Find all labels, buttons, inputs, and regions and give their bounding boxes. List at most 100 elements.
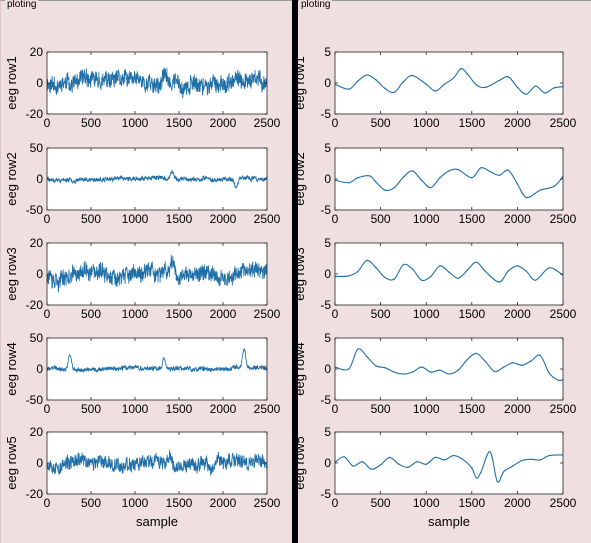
left-row3-xtick-label: 1000 [122, 307, 149, 321]
right-row3-data-point [357, 270, 359, 273]
right-row4-data-point [420, 366, 423, 368]
left-row4-xtick-label: 0 [44, 402, 51, 416]
right-row2-xtick-label: 500 [371, 212, 391, 226]
right-row4-data-point [512, 362, 514, 364]
right-row4-data-point [411, 371, 414, 373]
right-row1-data-point [357, 80, 359, 82]
right-row4-data-point [439, 369, 441, 371]
right-row3-data-point [475, 261, 478, 263]
right-row5-data-point [489, 451, 491, 453]
right-row4-data-point [430, 371, 432, 373]
right-row1-data-point [484, 86, 487, 89]
right-row4-ytick-label: 5 [324, 331, 331, 345]
right-row1-data-point [402, 81, 405, 83]
left-row5-ylabel: eeg row5 [4, 436, 19, 489]
right-row5-data-point [425, 463, 427, 465]
right-row1-data-point [466, 73, 468, 75]
right-row5-xtick-label: 500 [371, 496, 391, 510]
right-row2-data-point [368, 175, 371, 177]
right-row3-data-point [507, 270, 509, 272]
right-row1-xtick-label: 1500 [458, 116, 485, 130]
left-row3-xtick-label: 0 [44, 307, 51, 321]
right-row3-data-point [430, 275, 432, 278]
left-row4-ytick-label: -50 [26, 393, 44, 407]
right-row1-data-point [452, 77, 455, 79]
right-row4-data-point [375, 365, 377, 367]
right-row4-data-point [521, 364, 523, 366]
right-row2-data-point [553, 185, 555, 188]
left-row5-xtick-label: 1000 [122, 496, 149, 510]
right-row2-ylabel: eeg row2 [292, 152, 307, 205]
left-row5-ytick-label: 20 [30, 425, 44, 439]
right-row4-xtick-label: 1500 [458, 402, 485, 416]
right-row3-ylabel: eeg row3 [292, 247, 307, 300]
left-row2-series-line [47, 169, 267, 189]
right-row2-series-line [335, 167, 563, 199]
right-row2-xtick-label: 0 [332, 212, 339, 226]
right-row2-ytick-label: 5 [324, 141, 331, 155]
panel-divider[interactable] [292, 0, 298, 543]
left-row1-series-line [47, 67, 267, 99]
right-row5-data-point [512, 465, 514, 467]
left-row1-ylabel: eeg row1 [4, 56, 19, 109]
left-row3-xtick-label: 1500 [166, 307, 193, 321]
right-row2-data-point [439, 177, 441, 179]
right-row3-data-point [393, 278, 395, 280]
right-row5-data-point [416, 461, 418, 463]
right-row5-ytick-label: 0 [324, 456, 331, 470]
right-row1-data-point [434, 90, 437, 92]
right-row2-xtick-label: 2000 [504, 212, 531, 226]
right-row4-data-point [548, 372, 551, 375]
right-row3-xtick-label: 500 [371, 307, 391, 321]
right-row5-data-point [352, 465, 354, 467]
right-row4-ylabel: eeg row4 [292, 342, 307, 395]
right-row3-data-point [498, 281, 500, 283]
left-plot-panel: ploting [0, 0, 292, 543]
left-row3-ytick-label: 20 [30, 236, 44, 250]
right-row4-plot-area [335, 338, 563, 400]
right-row1-xtick-label: 2000 [504, 116, 531, 130]
right-row3-xtick-label: 2000 [504, 307, 531, 321]
right-row4-xtick-label: 1000 [413, 402, 440, 416]
right-row5-data-point [434, 456, 437, 459]
right-row4-data-point [457, 369, 459, 371]
left-row3-xtick-label: 2500 [254, 307, 281, 321]
right-row2-data-point [420, 179, 423, 181]
right-row3-data-point [375, 267, 377, 269]
right-row1-ytick-label: 0 [324, 76, 331, 90]
right-row5-data-point [521, 459, 523, 462]
right-row5-ytick-label: -5 [320, 487, 331, 501]
right-row2-plot-area [335, 148, 563, 210]
right-row5-data-point [343, 456, 345, 458]
right-row2-data-point [384, 189, 386, 191]
right-row2-data-point [471, 177, 473, 179]
left-row2-ylabel: eeg row2 [4, 152, 19, 205]
right-row1-xtick-label: 500 [371, 116, 391, 130]
right-row3-data-point [466, 269, 468, 271]
right-row1-data-point [475, 84, 478, 86]
right-row1-plot-area [335, 52, 563, 114]
right-row4-data-point [402, 373, 405, 375]
right-row2-data-point [393, 186, 395, 189]
left-row4-xtick-label: 1000 [122, 402, 149, 416]
right-row5-xtick-label: 1500 [458, 496, 485, 510]
right-row2-data-point [411, 170, 414, 172]
right-row3-ytick-label: 5 [324, 236, 331, 250]
right-row5-ylabel: eeg row5 [292, 436, 307, 489]
right-row2-data-point [347, 182, 350, 184]
right-row2-data-point [525, 196, 528, 199]
right-row3-plot-area [335, 243, 563, 305]
right-row3-series-line [335, 259, 563, 283]
left-row2-ytick-label: -50 [26, 203, 44, 217]
right-row3-data-point [534, 279, 537, 281]
right-row3-data-point [448, 271, 450, 273]
right-row1-xtick-label: 2500 [550, 116, 577, 130]
right-row1-data-point [553, 87, 555, 89]
right-row2-data-point [507, 169, 509, 172]
left-row2-xtick-label: 1500 [166, 212, 193, 226]
left-row5-xtick-label: 0 [44, 496, 51, 510]
